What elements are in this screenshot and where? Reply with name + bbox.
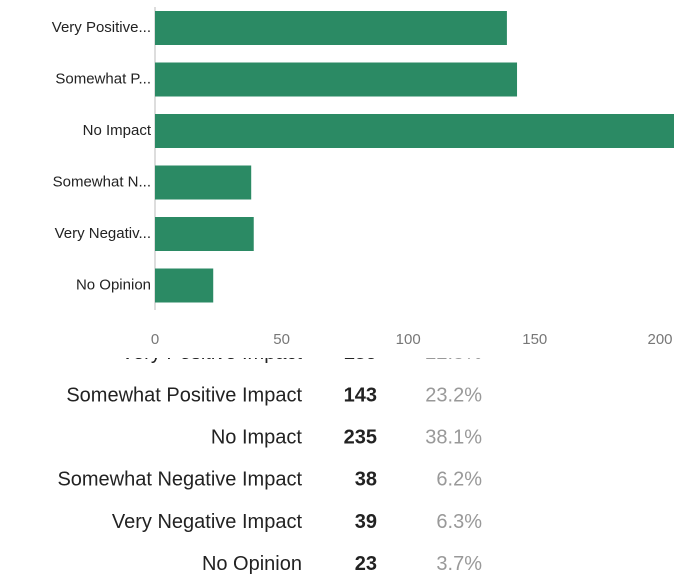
row-count: 38 — [355, 469, 377, 491]
y-tick-label: Somewhat N... — [53, 173, 151, 190]
y-tick-label: Very Negativ... — [55, 225, 151, 242]
bar — [155, 62, 518, 97]
row-label: Somewhat Positive Impact — [66, 384, 302, 406]
summary-table: Very Positive Impact13922.5%Somewhat Pos… — [57, 342, 482, 575]
row-percent: 3.7% — [436, 553, 482, 575]
row-percent: 23.2% — [425, 384, 482, 406]
bar-chart: 0 50 100 150 200 Very Positive... Somewhat P..… — [52, 7, 674, 348]
row-count: 23 — [355, 553, 377, 575]
row-count: 235 — [344, 426, 377, 448]
bar — [155, 165, 252, 200]
row-percent: 38.1% — [425, 426, 482, 448]
y-tick-label: Somewhat P... — [55, 70, 151, 87]
x-tick-label: 100 — [396, 331, 421, 348]
x-tick-label: 200 — [647, 331, 672, 348]
row-percent: 6.2% — [436, 469, 482, 491]
y-tick-label: No Opinion — [76, 276, 151, 293]
chart-background — [0, 0, 674, 358]
x-tick-label: 150 — [522, 331, 547, 348]
bar — [155, 268, 214, 303]
row-count: 143 — [344, 384, 377, 406]
bar — [155, 217, 254, 251]
y-tick-label: No Impact — [83, 122, 152, 139]
row-label: No Opinion — [202, 553, 302, 575]
x-tick-label: 0 — [151, 331, 159, 348]
row-label: Somewhat Negative Impact — [57, 469, 302, 491]
row-count: 39 — [355, 511, 377, 533]
row-label: Very Negative Impact — [112, 511, 303, 533]
bar — [155, 11, 507, 45]
x-tick-label: 50 — [273, 331, 290, 348]
row-percent: 6.3% — [436, 511, 482, 533]
row-label: No Impact — [211, 426, 303, 448]
bar — [155, 114, 674, 148]
y-tick-label: Very Positive... — [52, 19, 151, 36]
